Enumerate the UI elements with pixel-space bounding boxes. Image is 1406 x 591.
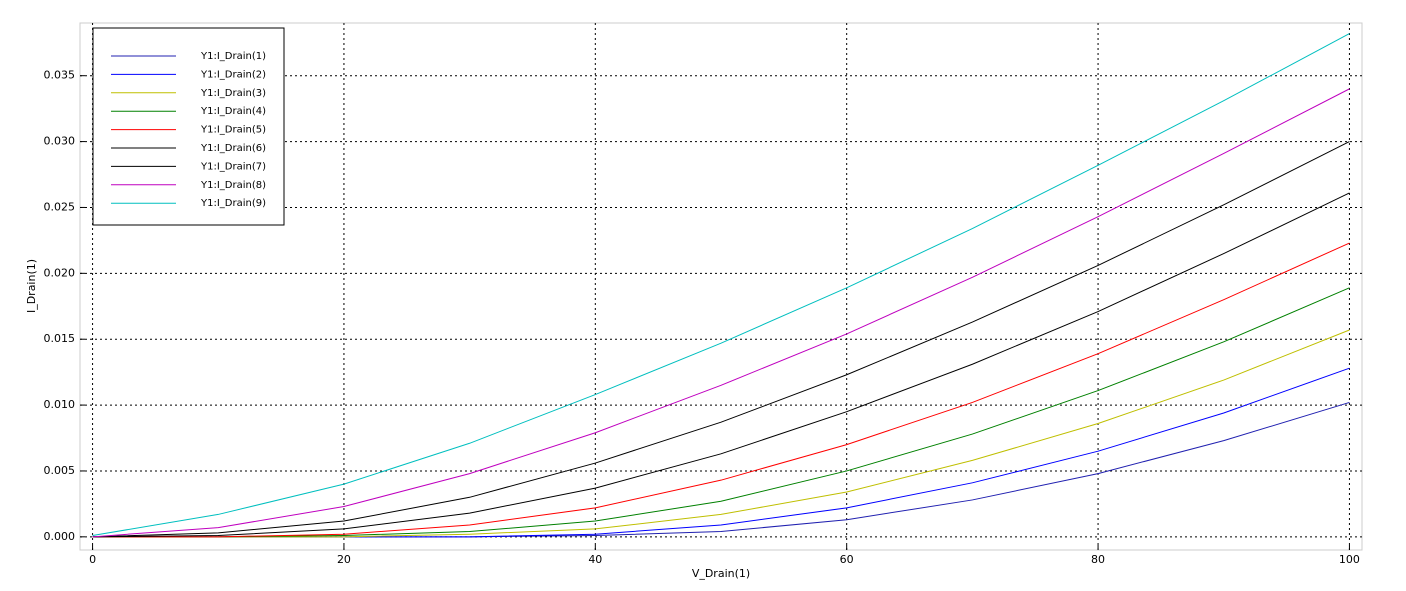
legend-label: Y1:I_Drain(8): [200, 180, 266, 191]
series-line: [92, 287, 1350, 538]
x-tick-label: 20: [337, 553, 351, 566]
legend-label: Y1:I_Drain(3): [200, 88, 266, 99]
series-line: [92, 141, 1350, 538]
series-line: [92, 329, 1350, 538]
legend-label: Y1:I_Drain(6): [200, 143, 266, 154]
legend-label: Y1:I_Drain(9): [200, 198, 266, 209]
y-tick-label: 0.015: [44, 332, 76, 345]
y-axis-label: I_Drain(1): [25, 259, 38, 313]
legend-label: Y1:I_Drain(7): [200, 161, 266, 172]
x-tick-label: 40: [588, 553, 602, 566]
y-tick-label: 0.025: [44, 200, 76, 213]
y-tick-label: 0.020: [44, 266, 76, 279]
y-tick-label: 0.010: [44, 398, 76, 411]
x-tick-label: 0: [89, 553, 96, 566]
legend-box: [92, 27, 285, 226]
x-axis-label: V_Drain(1): [692, 567, 750, 580]
plot-frame: [79, 22, 1363, 551]
legend-label: Y1:I_Drain(4): [200, 106, 266, 117]
series-line: [92, 33, 1350, 537]
legend-label: Y1:I_Drain(2): [200, 69, 266, 80]
legend-label: Y1:I_Drain(5): [200, 125, 266, 136]
y-tick-label: 0.035: [44, 69, 76, 82]
x-tick-label: 60: [840, 553, 854, 566]
series-line: [92, 192, 1350, 538]
series-line: [92, 242, 1350, 538]
y-tick-label: 0.030: [44, 135, 76, 148]
series-line: [92, 367, 1350, 538]
legend-label: Y1:I_Drain(1): [200, 51, 266, 62]
x-tick-label: 100: [1339, 553, 1360, 566]
series-line: [92, 88, 1350, 538]
y-tick-label: 0.000: [44, 530, 76, 543]
x-tick-label: 80: [1091, 553, 1105, 566]
y-tick-label: 0.005: [44, 464, 76, 477]
